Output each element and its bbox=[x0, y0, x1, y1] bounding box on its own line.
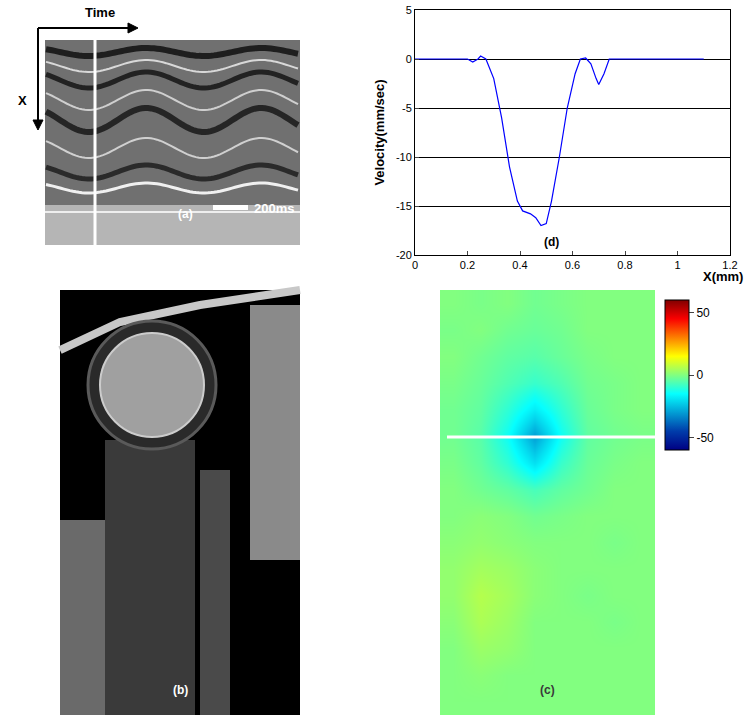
svg-text:200ms: 200ms bbox=[254, 201, 294, 216]
svg-text:0: 0 bbox=[696, 368, 703, 382]
svg-text:-50: -50 bbox=[696, 431, 714, 445]
svg-text:0: 0 bbox=[406, 53, 412, 65]
svg-text:Velocity(mm/sec): Velocity(mm/sec) bbox=[372, 79, 387, 185]
svg-text:0.8: 0.8 bbox=[617, 259, 632, 271]
svg-text:50: 50 bbox=[696, 306, 710, 320]
svg-text:-15: -15 bbox=[396, 200, 412, 212]
svg-text:-5: -5 bbox=[402, 102, 412, 114]
svg-text:(c): (c) bbox=[540, 683, 555, 697]
svg-text:-20: -20 bbox=[396, 249, 412, 261]
svg-text:(b): (b) bbox=[173, 683, 188, 697]
svg-text:1.2: 1.2 bbox=[722, 259, 737, 271]
svg-text:(d): (d) bbox=[544, 235, 559, 249]
svg-text:X(mm): X(mm) bbox=[703, 269, 743, 284]
svg-text:Time: Time bbox=[85, 5, 115, 20]
svg-text:(a): (a) bbox=[178, 207, 193, 221]
svg-text:-10: -10 bbox=[396, 151, 412, 163]
svg-text:X: X bbox=[18, 93, 27, 108]
svg-text:0.2: 0.2 bbox=[460, 259, 475, 271]
svg-text:1: 1 bbox=[674, 259, 680, 271]
svg-text:0.6: 0.6 bbox=[565, 259, 580, 271]
svg-text:5: 5 bbox=[406, 4, 412, 16]
svg-text:0: 0 bbox=[412, 259, 418, 271]
svg-text:0.4: 0.4 bbox=[512, 259, 527, 271]
